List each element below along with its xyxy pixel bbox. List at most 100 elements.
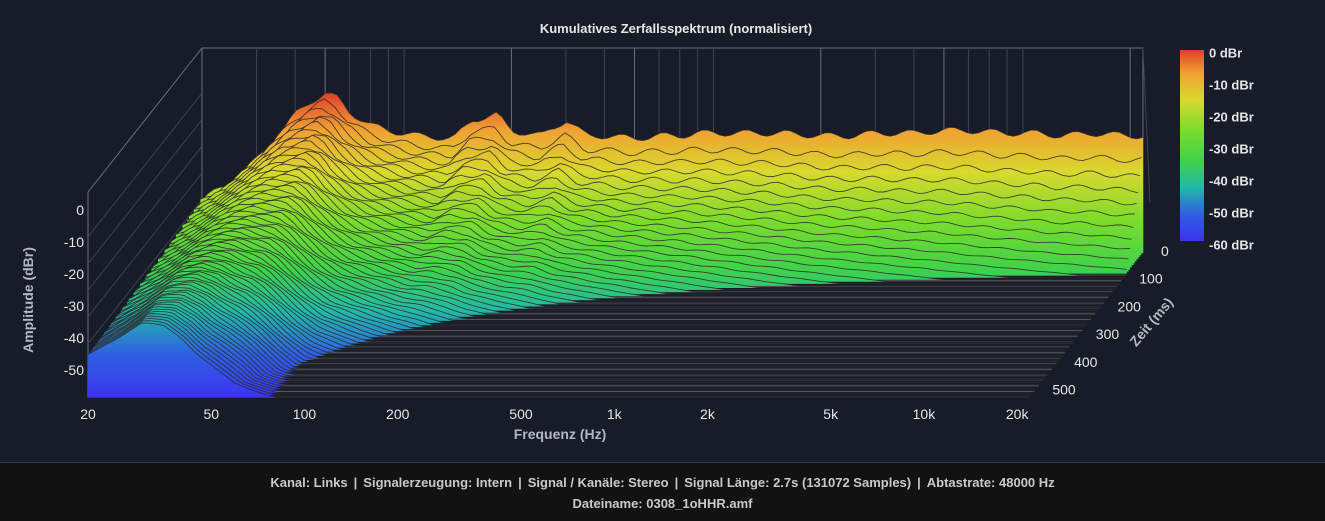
slice-outline: [193, 120, 1135, 217]
z-tick-label: 500: [1052, 381, 1076, 397]
z-tick-label: 0: [1161, 243, 1169, 259]
color-legend: 0 dBr -10 dBr -20 dBr -30 dBr -40 dBr -50 dBr…: [1180, 45, 1254, 252]
waterfall-chart: Kumulatives Zerfallsspektrum (normalisie…: [20, 21, 1254, 442]
footer-separator: |: [917, 475, 921, 490]
slice-outline: [185, 147, 1127, 270]
x-tick-label: 200: [386, 406, 410, 422]
x-tick-label: 2k: [700, 406, 716, 422]
surface-slice: [153, 219, 1095, 315]
slice-outline: [164, 196, 1106, 301]
colorbar-label: -50 dBr: [1209, 205, 1254, 220]
slice-outline: [89, 320, 1032, 396]
slice-outline: [200, 98, 1142, 200]
slice-outline: [115, 281, 1058, 363]
slice-outline: [169, 184, 1111, 295]
slice-outline: [178, 163, 1121, 283]
x-tick-label: 5k: [823, 406, 839, 422]
footer-separator: |: [353, 475, 358, 490]
z-tick-label: 200: [1118, 298, 1142, 314]
surface-slice: [88, 322, 1030, 397]
slice-outline: [161, 202, 1103, 305]
slice-outline: [136, 249, 1079, 336]
slice-outline: [125, 266, 1068, 351]
slice-outline: [182, 152, 1124, 279]
footer-separator: |: [518, 475, 522, 490]
slice-outline: [131, 256, 1074, 342]
slice-outline: [107, 294, 1050, 373]
slice-outline: [195, 116, 1137, 209]
slice-outline: [157, 210, 1100, 309]
slice-outline: [190, 134, 1132, 240]
slice-outline: [95, 310, 1039, 388]
slice-outline: [177, 166, 1119, 285]
colorbar-gradient: [1180, 50, 1204, 241]
slice-outline: [187, 140, 1129, 260]
slice-outline: [192, 129, 1134, 228]
footer-signal-laenge: Signal Länge: 2.7s (131072 Samples): [684, 475, 912, 490]
slice-outline: [110, 289, 1053, 369]
slice-outline: [201, 92, 1144, 201]
slice-outline: [123, 269, 1066, 353]
footer-filename: Dateiname: 0308_1oHHR.amf: [572, 496, 753, 511]
slice-outline: [151, 222, 1093, 318]
y-tick-label: -40: [64, 330, 84, 346]
slice-outline: [130, 259, 1072, 344]
slice-outline: [143, 238, 1085, 328]
slice-outline: [156, 213, 1098, 312]
slice-outline: [146, 230, 1089, 324]
slice-outline: [117, 279, 1060, 361]
y-tick-label: -30: [64, 298, 84, 314]
colorbar-label: 0 dBr: [1209, 45, 1242, 60]
slice-outline: [188, 134, 1131, 250]
slice-outline: [134, 250, 1077, 338]
slice-outline: [149, 226, 1092, 320]
slice-outline: [175, 169, 1118, 287]
side-wall-edge: [87, 47, 203, 193]
slice-outline: [152, 218, 1095, 316]
info-footer: Kanal: Links | Signalerzeugung: Intern | Sig…: [0, 462, 1325, 521]
slice-outline: [165, 192, 1108, 299]
slice-outline: [105, 296, 1048, 375]
slice-outline: [162, 199, 1105, 303]
slice-outline: [141, 239, 1084, 330]
slice-outline: [167, 188, 1110, 297]
slice-outline: [133, 252, 1076, 340]
slice-outline: [198, 108, 1140, 206]
side-wall-edge: [1142, 47, 1151, 203]
x-tick-label: 10k: [913, 406, 937, 422]
slice-outline: [174, 173, 1116, 289]
footer-kanal: Kanal: Links: [270, 475, 348, 490]
z-tick-label: 100: [1139, 271, 1163, 287]
slice-outline: [144, 233, 1087, 326]
y-axis-label: Amplitude (dBr): [20, 247, 36, 353]
slice-outline: [128, 261, 1071, 347]
slice-outline: [112, 287, 1055, 367]
slice-outline: [148, 227, 1090, 322]
x-tick-label: 20k: [1006, 406, 1030, 422]
side-wall-gridline: [87, 146, 203, 291]
slice-outline: [92, 315, 1035, 392]
y-tick-label: 0: [76, 202, 84, 218]
slice-outline: [118, 277, 1061, 359]
footer-signalerzeugung: Signalerzeugung: Intern: [363, 475, 513, 490]
chart-title: Kumulatives Zerfallsspektrum (normalisie…: [540, 21, 812, 36]
footer-separator: |: [674, 475, 679, 490]
slice-outline: [196, 115, 1139, 211]
waterfall-surface: [87, 92, 1144, 398]
slice-outline: [99, 306, 1042, 384]
z-tick-label: 400: [1074, 354, 1098, 370]
slice-outline: [122, 271, 1064, 355]
colorbar-label: -20 dBr: [1209, 109, 1254, 124]
slice-outline: [154, 215, 1097, 314]
x-axis-label: Frequenz (Hz): [514, 426, 607, 442]
slice-outline: [138, 244, 1080, 334]
slice-outline: [172, 178, 1114, 291]
y-tick-label: -10: [64, 234, 84, 250]
slice-outline: [102, 301, 1045, 379]
slice-outline: [94, 313, 1037, 390]
side-wall-gridline: [87, 119, 203, 264]
waterfall-chart-svg: Kumulatives Zerfallsspektrum (normalisie…: [20, 21, 1254, 442]
slice-outline: [100, 303, 1043, 381]
slice-outline: [139, 241, 1082, 332]
side-wall-gridline: [87, 172, 203, 318]
